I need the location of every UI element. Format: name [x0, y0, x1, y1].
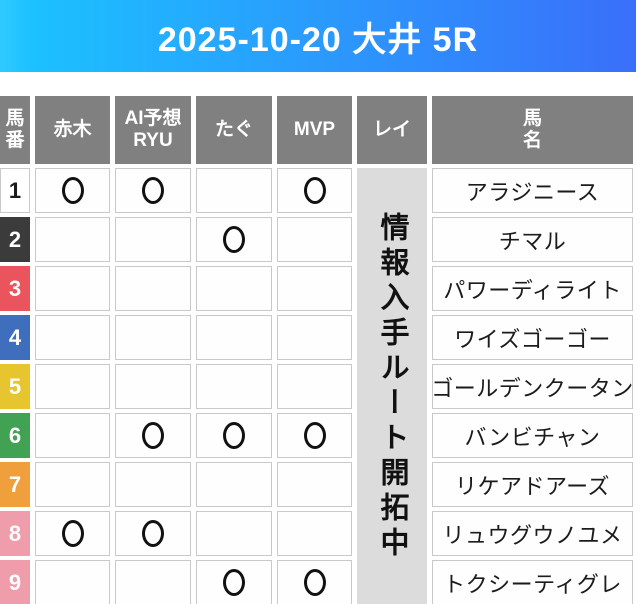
mark-cell-mvp	[277, 217, 352, 262]
circle-mark-icon	[303, 569, 326, 596]
mark-cell-mvp	[277, 511, 352, 556]
mark-cell-akagi	[35, 560, 110, 604]
mark-cell-mvp	[277, 560, 352, 604]
mark-cell-ai	[115, 511, 191, 556]
circle-mark-icon	[303, 422, 326, 449]
horse-number-cell: 9	[0, 560, 30, 604]
mark-cell-ai	[115, 364, 191, 409]
mark-cell-ai	[115, 217, 191, 262]
mark-cell-akagi	[35, 266, 110, 311]
mark-cell-ai	[115, 315, 191, 360]
horse-name-cell: トクシーティグレ	[432, 560, 633, 604]
mark-cell-tagu	[196, 364, 272, 409]
horse-name-cell: ゴールデンクータン	[432, 364, 633, 409]
column-header-label: 赤木	[53, 118, 92, 140]
column-header-label: 名	[522, 130, 542, 151]
horse-name-cell: アラジニース	[432, 168, 633, 213]
race-banner: 2025-10-20 大井 5R	[0, 0, 636, 72]
mark-cell-ai	[115, 168, 191, 213]
rei-notice-text: 情報入手ルート開拓中	[376, 211, 408, 562]
horse-name-cell: リケアドアーズ	[432, 462, 633, 507]
column-header-label: MVP	[293, 118, 336, 140]
column-header-label: レイ	[372, 118, 411, 140]
mark-cell-mvp	[277, 266, 352, 311]
horse-name-cell: リュウグウノユメ	[432, 511, 633, 556]
horse-name-cell: チマル	[432, 217, 633, 262]
mark-cell-akagi	[35, 462, 110, 507]
mark-cell-tagu	[196, 217, 272, 262]
column-header-rei: レイ	[357, 96, 427, 164]
mark-cell-mvp	[277, 315, 352, 360]
mark-cell-mvp	[277, 168, 352, 213]
column-header-num: 馬番	[0, 96, 30, 164]
horse-number-cell: 8	[0, 511, 30, 556]
mark-cell-ai	[115, 413, 191, 458]
horse-name-cell: バンビチャン	[432, 413, 633, 458]
mark-cell-ai	[115, 266, 191, 311]
mark-cell-mvp	[277, 462, 352, 507]
mark-cell-tagu	[196, 462, 272, 507]
mark-cell-mvp	[277, 364, 352, 409]
horse-number-cell: 5	[0, 364, 30, 409]
column-header-akagi: 赤木	[35, 96, 110, 164]
mark-cell-akagi	[35, 315, 110, 360]
horse-number-cell: 1	[0, 168, 30, 213]
horse-number-cell: 3	[0, 266, 30, 311]
horse-name-cell: ワイズゴーゴー	[432, 315, 633, 360]
circle-mark-icon	[61, 520, 84, 547]
column-header-label: たぐ	[214, 118, 253, 140]
circle-mark-icon	[223, 226, 245, 253]
column-header-label: 馬	[5, 107, 25, 129]
mark-cell-tagu	[196, 168, 272, 213]
column-header-tagu: たぐ	[196, 96, 272, 164]
mark-cell-akagi	[35, 511, 110, 556]
horse-number-cell: 4	[0, 315, 30, 360]
mark-cell-mvp	[277, 413, 352, 458]
mark-cell-ai	[115, 462, 191, 507]
mark-cell-tagu	[196, 413, 272, 458]
circle-mark-icon	[223, 569, 245, 596]
column-header-ai: AI予想 RYU	[115, 96, 191, 164]
column-header-label: 馬	[522, 107, 542, 129]
circle-mark-icon	[303, 177, 326, 204]
circle-mark-icon	[142, 177, 164, 204]
column-header-label: RYU	[133, 130, 173, 151]
mark-cell-akagi	[35, 364, 110, 409]
circle-mark-icon	[61, 177, 84, 204]
column-header-mvp: MVP	[277, 96, 352, 164]
mark-cell-tagu	[196, 560, 272, 604]
rei-notice-cell: 情報入手ルート開拓中	[357, 168, 427, 604]
horse-name-cell: パワーディライト	[432, 266, 633, 311]
horse-number-cell: 6	[0, 413, 30, 458]
prediction-table: 馬番赤木 AI予想 RYU たぐ MVP レイ馬名 1 アラジニース 2 チマル 3 パワーディライト…	[0, 96, 633, 604]
column-header-name: 馬名	[432, 96, 633, 164]
mark-cell-tagu	[196, 315, 272, 360]
mark-cell-akagi	[35, 168, 110, 213]
mark-cell-ai	[115, 560, 191, 604]
circle-mark-icon	[142, 520, 164, 547]
race-title: 2025-10-20 大井 5R	[157, 20, 479, 59]
column-header-label: 番	[5, 130, 25, 151]
column-header-label: AI予想	[124, 107, 182, 129]
mark-cell-akagi	[35, 217, 110, 262]
mark-cell-akagi	[35, 413, 110, 458]
circle-mark-icon	[142, 422, 164, 449]
horse-number-cell: 2	[0, 217, 30, 262]
circle-mark-icon	[223, 422, 245, 449]
mark-cell-tagu	[196, 511, 272, 556]
horse-number-cell: 7	[0, 462, 30, 507]
mark-cell-tagu	[196, 266, 272, 311]
